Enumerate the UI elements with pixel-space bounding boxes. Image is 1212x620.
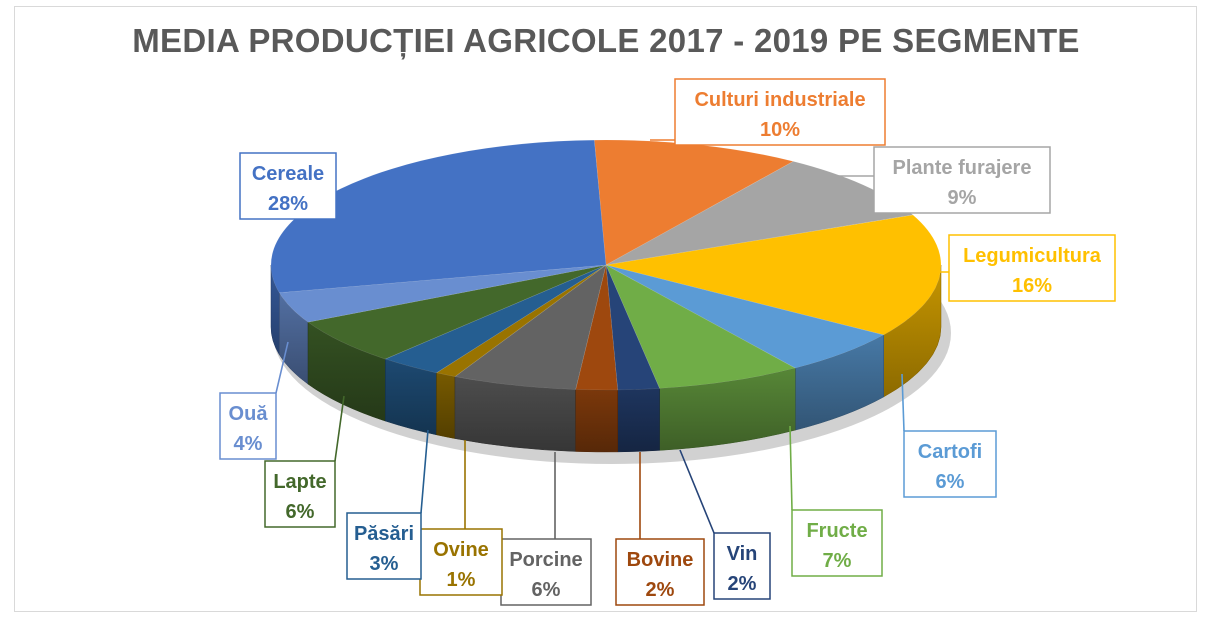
- label-box: [239, 152, 337, 220]
- data-label-lapte: Lapte 6%: [264, 395, 345, 528]
- data-label-ovine: Ovine 1%: [419, 440, 503, 596]
- pie-slice-vin[interactable]: [605, 264, 661, 391]
- data-label-cartofi: Cartofi 6%: [901, 373, 997, 498]
- label-value: 28%: [268, 193, 308, 215]
- label-name: Cereale: [252, 163, 324, 185]
- label-box: [873, 146, 1051, 214]
- leader-line: [334, 395, 345, 462]
- label-box: [500, 538, 592, 606]
- label-box: [346, 512, 422, 580]
- label-value: 2%: [728, 573, 757, 595]
- pie-slice-fructe[interactable]: [605, 264, 797, 389]
- data-label-plante-furajere: Plante furajere 9%: [808, 146, 1051, 214]
- label-value: 2%: [646, 579, 675, 601]
- label-name: Porcine: [509, 549, 582, 571]
- label-value: 1%: [447, 569, 476, 591]
- pie-slice-ouă[interactable]: [278, 264, 607, 323]
- data-label-păsări: Păsări 3%: [346, 429, 429, 580]
- pie-slice-legumicultura[interactable]: [605, 214, 942, 336]
- data-label-ouă: Ouă 4%: [219, 341, 289, 460]
- label-name: Vin: [727, 543, 758, 565]
- leader-line: [789, 425, 793, 511]
- pie-side-porcine: [454, 376, 576, 452]
- label-name: Cartofi: [918, 441, 982, 463]
- label-name: Fructe: [806, 520, 867, 542]
- label-value: 4%: [234, 433, 263, 455]
- label-box: [419, 528, 503, 596]
- label-name: Culturi industriale: [694, 89, 865, 111]
- label-box: [903, 430, 997, 498]
- label-name: Plante furajere: [893, 157, 1032, 179]
- label-box: [219, 392, 277, 460]
- label-box: [713, 532, 771, 600]
- pie-slice-porcine[interactable]: [454, 264, 607, 390]
- data-label-bovine: Bovine 2%: [615, 452, 705, 606]
- data-label-porcine: Porcine 6%: [500, 452, 592, 606]
- label-value: 6%: [532, 579, 561, 601]
- label-value: 7%: [823, 550, 852, 572]
- chart-title: MEDIA PRODUCȚIEI AGRICOLE 2017 - 2019 PE…: [132, 22, 1080, 59]
- pie-side-ovine: [436, 372, 456, 439]
- label-box: [791, 509, 883, 577]
- label-box: [615, 538, 705, 606]
- label-name: Legumicultura: [963, 245, 1102, 267]
- pie-slice-bovine[interactable]: [575, 264, 619, 391]
- label-value: 10%: [760, 119, 800, 141]
- data-label-cereale: Cereale 28%: [239, 152, 340, 220]
- label-name: Ouă: [229, 403, 269, 425]
- label-box: [264, 460, 336, 528]
- data-label-legumicultura: Legumicultura 16%: [930, 234, 1116, 302]
- pie-slice-cereale[interactable]: [270, 139, 607, 294]
- label-box: [948, 234, 1116, 302]
- data-label-fructe: Fructe 7%: [789, 425, 883, 577]
- leader-line: [275, 341, 289, 394]
- label-value: 3%: [370, 553, 399, 575]
- leader-line: [901, 373, 905, 432]
- pie-slice-ovine[interactable]: [435, 264, 607, 377]
- label-name: Bovine: [627, 549, 694, 571]
- label-value: 16%: [1012, 275, 1052, 297]
- leader-line: [679, 449, 715, 534]
- data-label-culturi-industriale: Culturi industriale 10%: [650, 78, 886, 146]
- label-value: 9%: [948, 187, 977, 209]
- label-value: 6%: [936, 471, 965, 493]
- pie-side-vin: [617, 388, 660, 453]
- label-value: 6%: [286, 501, 315, 523]
- pie-side-bovine: [575, 389, 618, 453]
- label-box: [674, 78, 886, 146]
- label-name: Păsări: [354, 523, 414, 545]
- data-label-vin: Vin 2%: [679, 449, 771, 600]
- label-name: Lapte: [273, 471, 326, 493]
- pie-slice-păsări[interactable]: [384, 264, 607, 374]
- pie-slice-lapte[interactable]: [307, 264, 607, 360]
- leader-line: [420, 429, 429, 514]
- label-name: Ovine: [433, 539, 489, 561]
- pie-slice-cartofi[interactable]: [605, 264, 885, 369]
